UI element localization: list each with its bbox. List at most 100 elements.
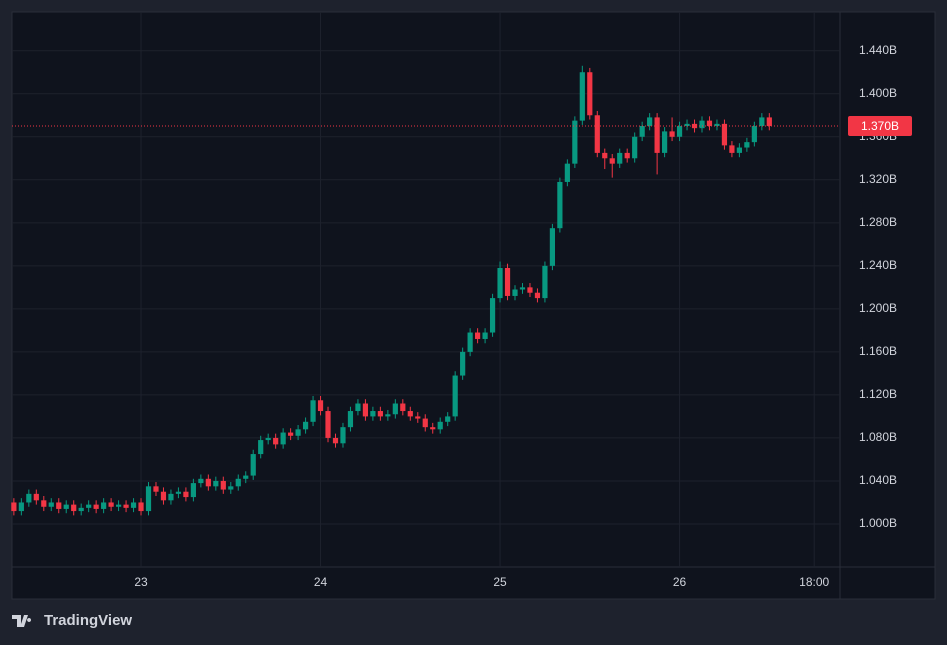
candle-body (437, 421, 443, 430)
candle-body (736, 147, 742, 153)
candle-body (766, 117, 772, 127)
candle-body (617, 152, 623, 164)
candle-body (11, 502, 17, 512)
branding: TradingView (12, 612, 132, 629)
candle-body (519, 287, 526, 290)
candle-body (243, 475, 249, 479)
y-tick-label: 1.080B (859, 430, 897, 444)
candle-body (676, 126, 683, 137)
candle-body (295, 429, 301, 436)
candle-body (392, 403, 398, 415)
candle-body (632, 136, 638, 159)
candle-body (512, 289, 518, 296)
candle-body (265, 437, 271, 441)
candle-body (250, 454, 256, 476)
candle-body (362, 403, 369, 417)
candle-body (48, 502, 54, 507)
candle-body (751, 126, 757, 143)
candle-body (310, 400, 316, 422)
candle-body (460, 351, 466, 376)
y-tick-label: 1.400B (859, 86, 897, 100)
candle-body (235, 478, 241, 487)
candle-body (594, 115, 600, 153)
candle-body (691, 123, 698, 129)
candle-body (317, 400, 324, 412)
candle-body (422, 418, 428, 428)
candle-body (587, 72, 593, 116)
candle-body (549, 228, 556, 266)
candle-body (175, 491, 182, 494)
candle-body (26, 493, 32, 503)
candle-body (130, 502, 137, 508)
y-tick-label: 1.000B (859, 516, 897, 530)
candle-body (228, 486, 234, 490)
candle-body (220, 480, 226, 490)
y-tick-label: 1.160B (859, 344, 897, 358)
candle-body (205, 478, 211, 487)
candle-body (647, 117, 653, 127)
candle-body (407, 411, 413, 417)
candle-body (452, 375, 458, 417)
candle-body (542, 265, 548, 299)
candle-body (340, 427, 346, 444)
candle-body (56, 502, 62, 509)
candle-body (527, 287, 533, 293)
candle-body (475, 332, 481, 339)
candle-body (93, 504, 99, 509)
candle-body (273, 437, 279, 445)
brand-name: TradingView (44, 612, 133, 629)
candle-body (347, 411, 354, 428)
candle-body (706, 120, 713, 127)
candle-body (108, 502, 114, 507)
candle-body (385, 414, 391, 417)
candle-body (714, 123, 720, 127)
candle-body (280, 432, 286, 445)
chart: 1.000B 1.040B 1.080B 1.120B 1.160B 1.200B 1.24… (11, 11, 936, 600)
candle-body (258, 440, 264, 455)
candle-body (662, 131, 668, 153)
chart-panel (11, 11, 936, 600)
candle-body (101, 502, 107, 509)
candle-body (669, 131, 675, 137)
y-tick-label: 1.280B (859, 215, 897, 229)
y-tick-label: 1.120B (859, 387, 897, 401)
candle-body (160, 491, 167, 501)
y-tick-label: 1.240B (859, 258, 897, 272)
candle-body (18, 502, 24, 512)
candle-body (325, 411, 331, 438)
candle-body (445, 416, 451, 422)
candle-body (288, 432, 294, 436)
candle-body (744, 142, 750, 148)
candle-body (415, 416, 421, 419)
candle-body (370, 411, 376, 417)
candle-body (63, 504, 69, 509)
candle-body (572, 120, 578, 164)
candle-body (190, 483, 196, 498)
last-price-label: 1.370B (861, 119, 899, 133)
candle-body (624, 152, 630, 159)
x-tick-label: 26 (673, 575, 687, 589)
candle-body (153, 486, 159, 492)
candle-body (639, 126, 645, 137)
candle-body (302, 421, 309, 430)
candle-body (168, 493, 174, 501)
candle-body (602, 152, 608, 159)
candle-body (213, 480, 219, 487)
candle-body (145, 486, 152, 512)
x-tick-label: 25 (493, 575, 507, 589)
candle-body (430, 427, 436, 430)
y-tick-label: 1.320B (859, 172, 897, 186)
candle-body (400, 403, 406, 412)
candle-body (759, 117, 765, 127)
candle-body (377, 411, 383, 417)
candle-body (497, 267, 503, 299)
candle-body (489, 298, 496, 333)
last-price-badge (848, 116, 912, 137)
candle-body (684, 123, 690, 127)
candle-body (33, 493, 39, 501)
candle-body (482, 332, 488, 339)
x-tick-label: 18:00 (799, 575, 829, 589)
x-tick-label: 24 (314, 575, 328, 589)
y-tick-label: 1.440B (859, 43, 897, 57)
candle-body (564, 163, 570, 182)
